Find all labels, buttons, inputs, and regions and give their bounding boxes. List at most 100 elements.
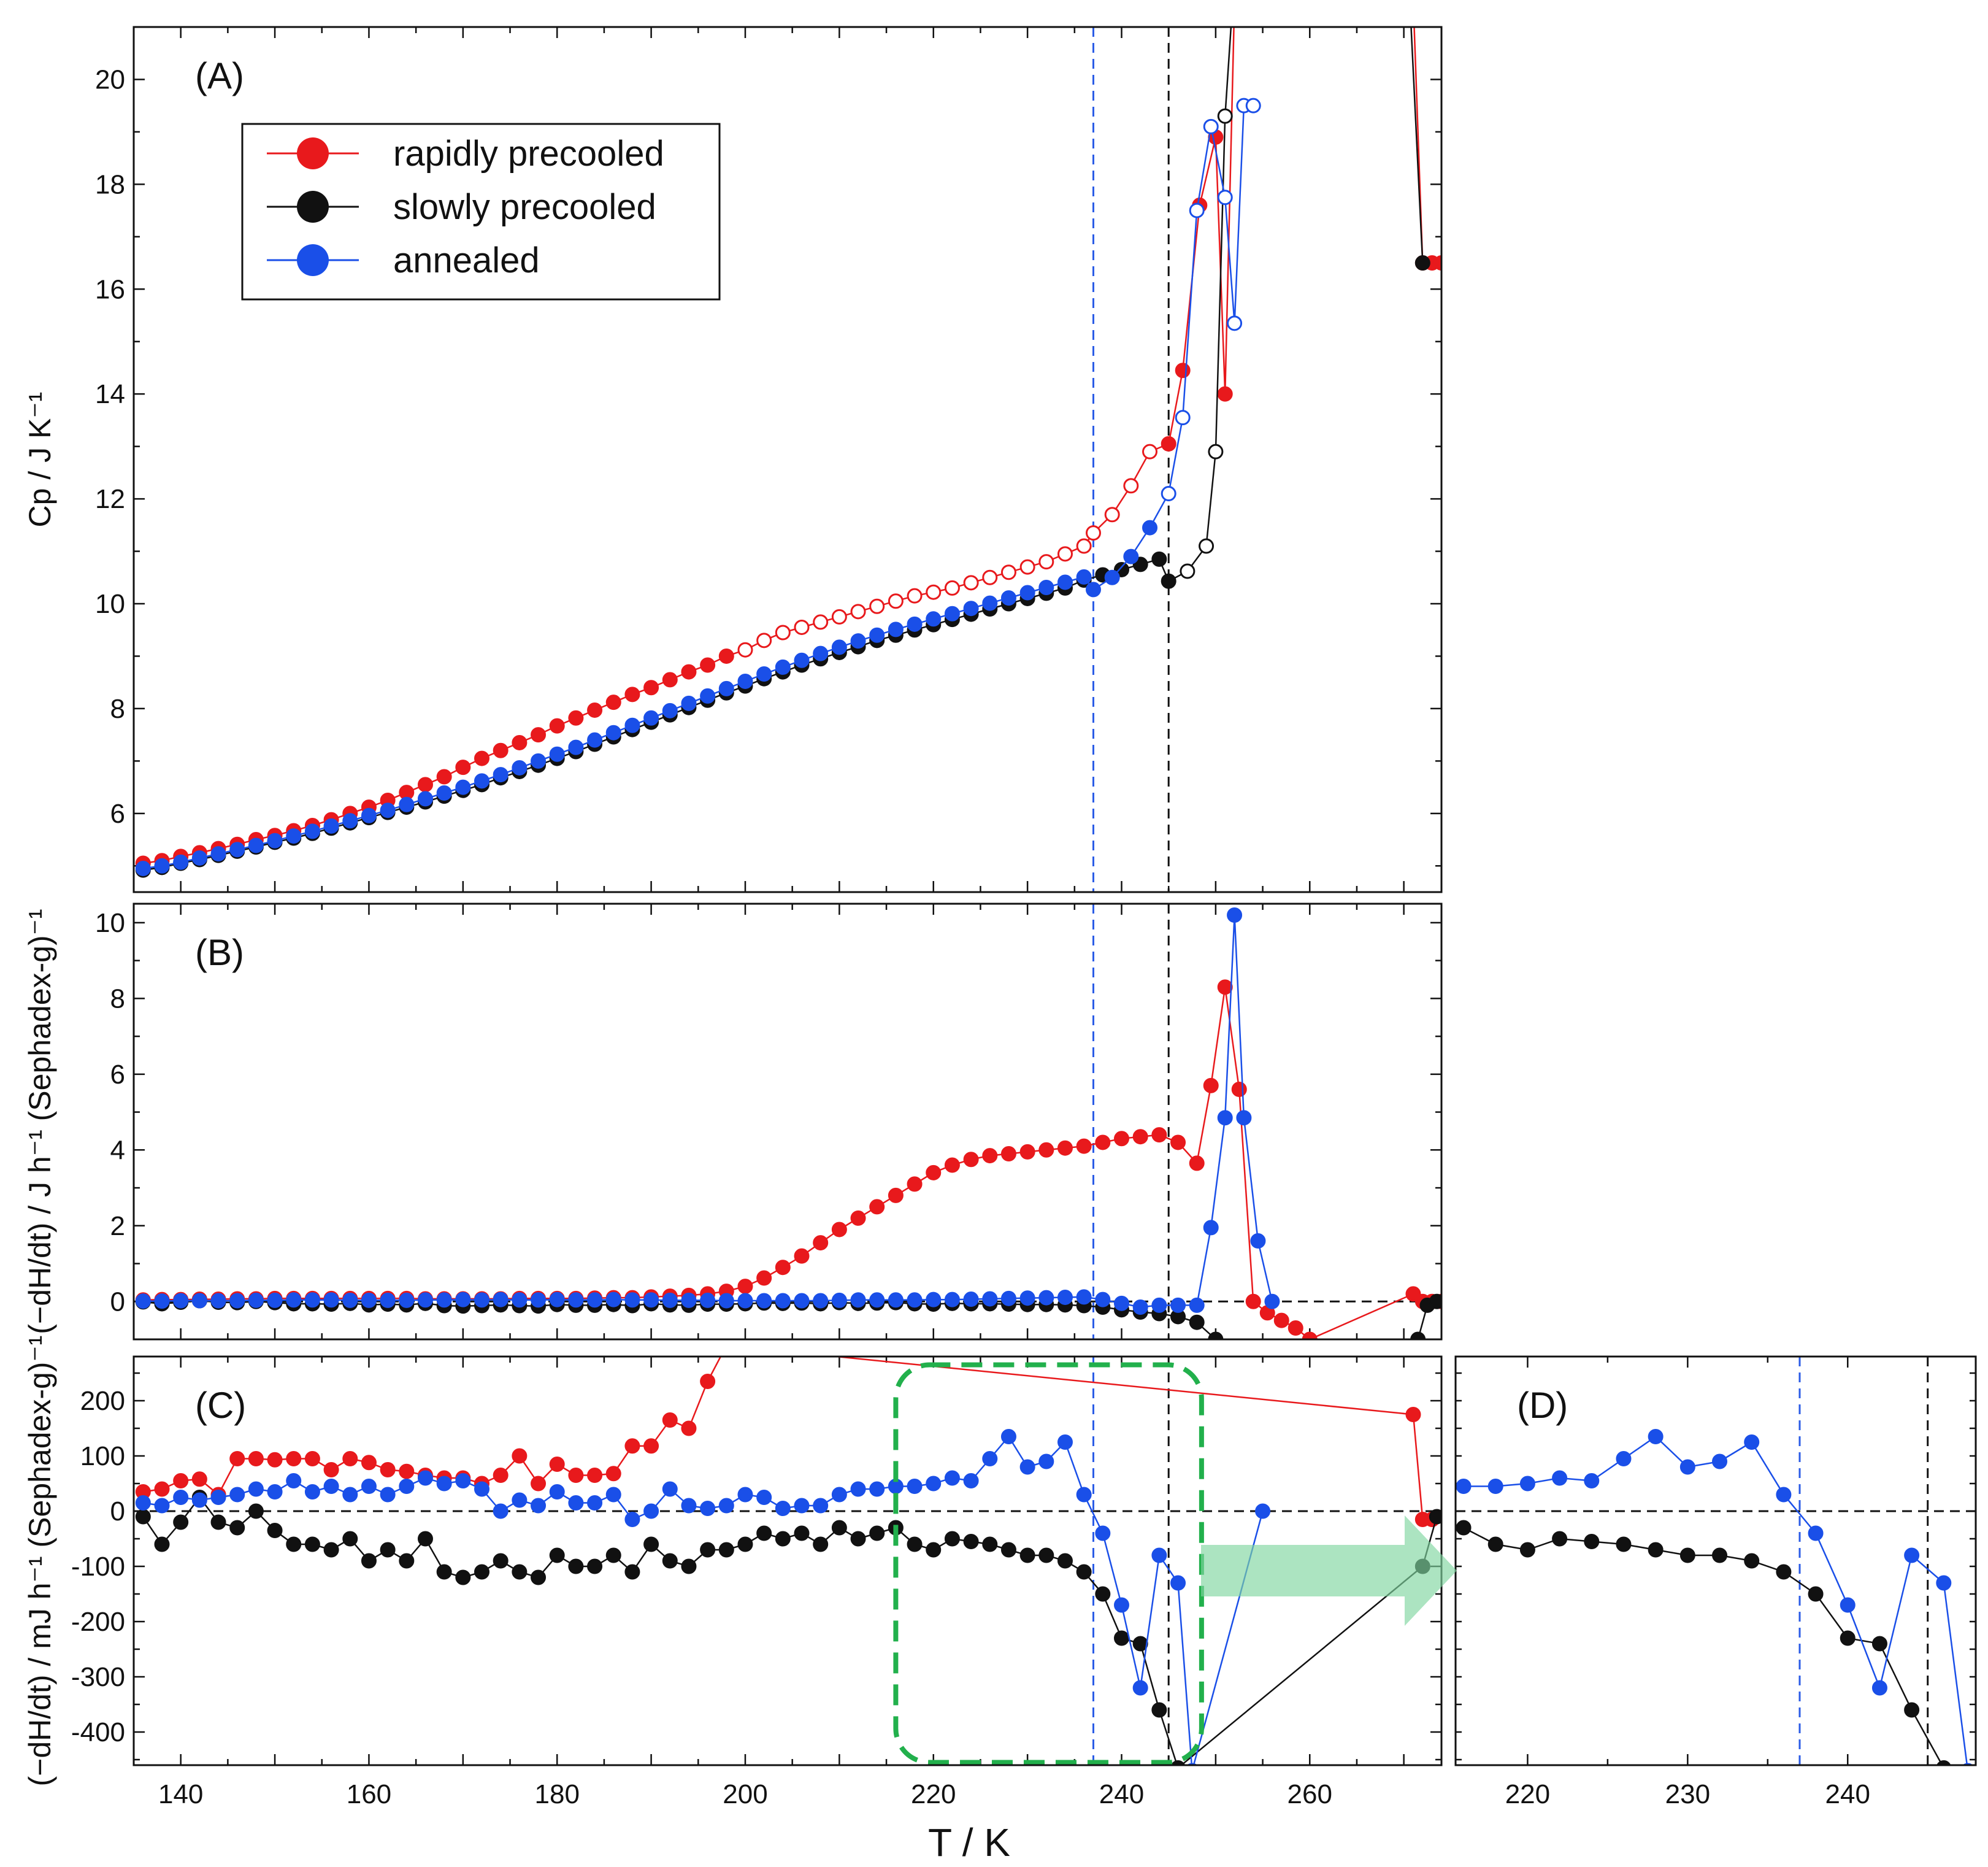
panel-c-series-slowly-precooled-point [154, 1536, 170, 1552]
panel-a-series-annealed-point [624, 717, 640, 733]
panel-a-y-axis-label: Cp / J K⁻¹ [23, 392, 57, 528]
panel-c-series-slowly-precooled-point [982, 1536, 998, 1552]
panel-c-series-annealed-point [286, 1473, 302, 1488]
panel-c-series-rapidly-precooled-point [681, 1420, 697, 1436]
panel-a-series-annealed-point [756, 666, 772, 682]
panel-b-series-rapidly-precooled-point [1189, 1155, 1205, 1171]
panel-c-series-slowly-precooled-point [1095, 1586, 1111, 1602]
panel-b-series-rapidly-precooled-point [1302, 1331, 1318, 1339]
panel-c-x-tick-label: 140 [158, 1779, 203, 1809]
panel-a-y-tick-label: 6 [110, 799, 125, 829]
panel-b-series-annealed-point [718, 1293, 734, 1309]
panel-b-series-rapidly-precooled-point [1245, 1293, 1261, 1309]
panel-c-series-rapidly-precooled-point [286, 1451, 302, 1466]
panel-a-series-annealed-point [662, 703, 678, 718]
panel-a-series-rapidly-precooled-point [888, 593, 904, 609]
panel-c-series-annealed-point [718, 1498, 734, 1514]
panel-c-series-annealed-point [173, 1490, 189, 1505]
panel-b-y-tick-label: 2 [110, 1211, 125, 1241]
panel-a-series-rapidly-precooled-point [681, 664, 697, 680]
panel-a-series-annealed-point [399, 796, 415, 812]
panel-c-series-slowly-precooled-point [643, 1536, 659, 1552]
panel-c-x-tick-label: 240 [1099, 1779, 1144, 1809]
panel-c-series-slowly-precooled-line [142, 1496, 1438, 1765]
panel-a-series-rapidly-precooled-point [605, 695, 621, 710]
panel-b-series-annealed-point [775, 1293, 791, 1309]
panel-a-series-annealed-point [907, 616, 923, 632]
panel-d-series-slowly-precooled-point [1648, 1542, 1664, 1558]
panel-c-series-slowly-precooled-point [794, 1525, 810, 1541]
panel-a-series-annealed-point [1000, 590, 1016, 606]
panel-b-series-rapidly-precooled-point [1231, 1082, 1247, 1098]
panel-a-series-rapidly-precooled-point [1142, 444, 1158, 460]
panel-a-series-rapidly-precooled-point [831, 609, 847, 625]
panel-b-series-rapidly-precooled-point [944, 1157, 960, 1173]
panel-c-series-annealed-point [474, 1481, 490, 1497]
panel-c-series-slowly-precooled-point [135, 1509, 151, 1525]
panel-b-series-annealed-point [624, 1292, 640, 1308]
panel-a-y-tick-label: 12 [95, 484, 125, 514]
panel-c-series-slowly-precooled-point [531, 1569, 547, 1585]
panel-d-x-tick-label: 230 [1665, 1779, 1710, 1809]
panel-d-label: (D) [1517, 1385, 1568, 1426]
panel-b-series-rapidly-precooled-point [1217, 979, 1233, 995]
panel-c-series-slowly-precooled-point [436, 1564, 452, 1580]
panel-a-series-annealed-point [926, 611, 942, 627]
panel-a-series-slowly-precooled-point [1217, 108, 1233, 124]
panel-c-series-rapidly-precooled-point [700, 1374, 716, 1389]
panel-b-series-rapidly-precooled-point [982, 1148, 998, 1164]
panel-c-y-tick-label: -400 [71, 1717, 125, 1747]
panel-c-series-rapidly-precooled-point [605, 1466, 621, 1482]
panel-c-series-annealed-point [1095, 1525, 1111, 1541]
panel-a-series-annealed-point [681, 695, 697, 711]
panel-b-series-rapidly-precooled-point [907, 1176, 923, 1192]
panel-c-series-slowly-precooled-point [267, 1523, 283, 1538]
panel-a-series-rapidly-precooled-point [493, 742, 509, 758]
panel-c-series-slowly-precooled-point [323, 1542, 339, 1558]
panel-a-series-rapidly-precooled-point [1161, 436, 1176, 452]
panel-b-series-annealed-point [869, 1292, 885, 1308]
panel-c-series-slowly-precooled-point [718, 1542, 734, 1558]
panel-c-series-slowly-precooled-point [662, 1553, 678, 1569]
panel-c-series-annealed-point [944, 1470, 960, 1486]
panel-b-series-annealed-point [1057, 1289, 1073, 1305]
panel-a-series-rapidly-precooled-point [907, 588, 923, 604]
panel-b-series-annealed-point [756, 1293, 772, 1309]
panel-a-series-rapidly-precooled-point [1228, 0, 1242, 7]
panel-c-series-annealed-point [455, 1473, 471, 1488]
panel-a-series-annealed-point [304, 823, 320, 839]
panel-c-series-annealed-point [643, 1503, 659, 1519]
panel-c-series-slowly-precooled-point [455, 1569, 471, 1585]
panel-b-series-annealed-point [267, 1292, 283, 1308]
panel-a-series-rapidly-precooled-point [794, 619, 810, 635]
panel-b-series-rapidly-precooled-point [1114, 1131, 1130, 1147]
panel-c-series-annealed-point [417, 1470, 433, 1486]
panel-a-series-rapidly-precooled-point [982, 569, 998, 585]
panel-b-series-rapidly-precooled-point [813, 1235, 829, 1251]
panel-a-series-rapidly-precooled-point [1057, 546, 1073, 562]
panel-a-series-annealed-point [248, 837, 264, 853]
panel-a-series-annealed-point [568, 739, 584, 755]
panel-c-series-slowly-precooled-point [831, 1520, 847, 1536]
panel-c-series-annealed-point [248, 1481, 264, 1497]
panel-c-series-annealed-point [737, 1487, 753, 1503]
panel-a-series-annealed-point [1175, 410, 1191, 426]
panel-b-series-annealed-point [361, 1292, 377, 1308]
panel-b-y-tick-label: 8 [110, 984, 125, 1014]
panel-a-series-annealed-point [1189, 202, 1205, 218]
panel-b-series-annealed-point [944, 1292, 960, 1307]
panel-b-series-annealed-point [436, 1292, 452, 1308]
panel-c-series-annealed-point [342, 1487, 358, 1503]
panel-b-series-annealed-point [681, 1292, 697, 1308]
panel-c-series-annealed-point [304, 1484, 320, 1499]
panel-a-series-annealed-point [1104, 569, 1120, 585]
panel-c-series-rapidly-precooled-point [512, 1448, 528, 1464]
panel-b-series-annealed-point [512, 1292, 528, 1308]
panel-c-series-annealed-point [267, 1484, 283, 1499]
panel-a-series-annealed-point [775, 659, 791, 675]
panel-a-series-annealed-point [1085, 582, 1101, 598]
panel-b-series-rapidly-precooled-point [1000, 1145, 1016, 1161]
panel-a-y-tick-label: 10 [95, 589, 125, 619]
panel-b-series-annealed-point [1227, 907, 1243, 923]
panel-a-y-tick-label: 14 [95, 379, 125, 409]
